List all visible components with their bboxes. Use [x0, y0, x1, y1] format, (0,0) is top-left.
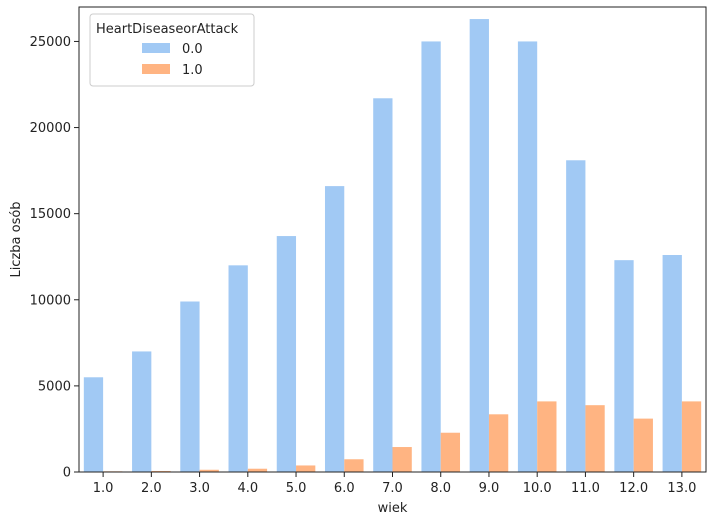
- x-tick-label-8.0: 8.0: [430, 481, 451, 496]
- bar-1.0-8.0: [440, 432, 461, 472]
- legend-swatch-0.0: [142, 43, 170, 53]
- bar-1.0-7.0: [392, 447, 412, 472]
- bar-1.0-3.0: [199, 469, 219, 472]
- bar-0.0-4.0: [228, 265, 248, 472]
- x-tick-label-5.0: 5.0: [286, 481, 307, 496]
- bar-0.0-2.0: [132, 351, 152, 472]
- bars-group: [83, 19, 702, 473]
- x-tick-label-4.0: 4.0: [237, 481, 258, 496]
- bar-0.0-7.0: [373, 98, 393, 472]
- legend-label-0.0: 0.0: [182, 42, 203, 57]
- bar-0.0-6.0: [324, 186, 345, 473]
- x-tick-label-1.0: 1.0: [93, 481, 114, 496]
- x-axis-label: wiek: [378, 501, 408, 516]
- legend: HeartDiseaseorAttack 0.0 1.0: [89, 13, 255, 87]
- bar-0.0-1.0: [83, 377, 104, 472]
- bar-0.0-12.0: [614, 260, 634, 472]
- bar-1.0-13.0: [681, 401, 702, 472]
- legend-title: HeartDiseaseorAttack: [96, 22, 239, 37]
- bar-0.0-11.0: [566, 160, 586, 472]
- x-tick-label-3.0: 3.0: [189, 481, 210, 496]
- y-tick-label-0: 0: [63, 466, 71, 481]
- x-tick-label-12.0: 12.0: [619, 481, 648, 496]
- legend-swatch-1.0: [142, 64, 170, 74]
- x-tick-label-7.0: 7.0: [382, 481, 403, 496]
- bar-0.0-9.0: [469, 19, 489, 473]
- legend-box: [89, 13, 255, 87]
- x-tick-label-2.0: 2.0: [141, 481, 162, 496]
- y-axis-label: Liczba osób: [9, 201, 24, 277]
- bar-1.0-5.0: [296, 465, 316, 472]
- bar-1.0-9.0: [488, 414, 509, 472]
- bar-0.0-5.0: [276, 236, 297, 472]
- axes-group: 0 5000 10000 15000 20000 25000 1.0 2.0 3.0 4.0 5.0…: [30, 6, 707, 496]
- bar-1.0-12.0: [633, 418, 653, 472]
- bar-1.0-10.0: [537, 401, 557, 472]
- bar-0.0-8.0: [421, 41, 441, 472]
- x-tick-label-11.0: 11.0: [571, 481, 600, 496]
- y-tick-label-10000: 10000: [30, 293, 71, 308]
- x-tick-label-9.0: 9.0: [479, 481, 500, 496]
- y-tick-label-5000: 5000: [38, 379, 71, 394]
- bar-1.0-11.0: [585, 405, 605, 472]
- x-tick-label-13.0: 13.0: [667, 481, 696, 496]
- bar-0.0-10.0: [517, 41, 538, 472]
- bar-1.0-4.0: [247, 468, 268, 472]
- legend-label-1.0: 1.0: [182, 63, 203, 78]
- y-tick-label-25000: 25000: [30, 35, 71, 50]
- y-tick-label-15000: 15000: [30, 207, 71, 222]
- bar-1.0-2.0: [151, 470, 171, 472]
- x-tick-label-10.0: 10.0: [523, 481, 552, 496]
- bar-1.0-6.0: [344, 459, 364, 472]
- y-tick-label-20000: 20000: [30, 121, 71, 136]
- x-tick-label-6.0: 6.0: [334, 481, 355, 496]
- bar-0.0-3.0: [180, 301, 200, 472]
- bar-0.0-13.0: [662, 255, 682, 472]
